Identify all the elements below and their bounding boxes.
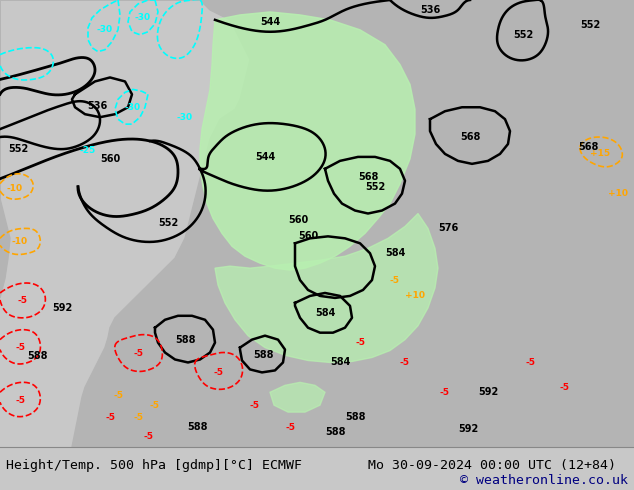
Text: -30: -30 [177,113,193,122]
Text: 552: 552 [580,20,600,30]
Text: 588: 588 [175,335,195,344]
Polygon shape [430,0,520,25]
Text: 568: 568 [358,172,378,182]
Text: -5: -5 [143,433,153,441]
Text: 536: 536 [420,5,440,15]
Text: -5: -5 [355,338,365,347]
Text: -5: -5 [15,343,25,352]
Polygon shape [200,12,415,270]
Text: 568: 568 [578,142,598,152]
Text: -30: -30 [97,25,113,34]
Text: +15: +15 [590,149,610,158]
Text: 588: 588 [188,422,208,432]
Text: -10: -10 [7,184,23,193]
Text: 560: 560 [298,231,318,242]
Text: -5: -5 [390,275,400,285]
Text: 536: 536 [87,101,107,111]
Text: 552: 552 [365,182,385,192]
Text: -5: -5 [440,388,450,397]
Polygon shape [0,0,634,447]
Text: 568: 568 [460,132,480,142]
Text: -5: -5 [213,368,223,377]
Polygon shape [380,0,634,447]
Text: 552: 552 [513,30,533,40]
Text: 576: 576 [438,223,458,233]
Text: -5: -5 [105,413,115,421]
Text: +10: +10 [405,292,425,300]
Text: +10: +10 [608,189,628,198]
Polygon shape [215,214,438,363]
Text: Height/Temp. 500 hPa [gdmp][°C] ECMWF: Height/Temp. 500 hPa [gdmp][°C] ECMWF [6,459,302,472]
Text: -5: -5 [113,391,123,400]
Text: Mo 30-09-2024 00:00 UTC (12+84): Mo 30-09-2024 00:00 UTC (12+84) [368,459,616,472]
Text: -5: -5 [150,401,160,410]
Text: 552: 552 [158,219,178,228]
Text: 544: 544 [255,152,275,162]
Text: 588: 588 [28,350,48,361]
Text: -10: -10 [12,237,28,246]
Text: -5: -5 [525,358,535,367]
Text: 552: 552 [8,144,28,154]
Text: 584: 584 [385,248,405,258]
Text: 592: 592 [52,303,72,313]
Text: -5: -5 [133,413,143,421]
Text: © weatheronline.co.uk: © weatheronline.co.uk [460,473,628,487]
Text: -5: -5 [133,349,143,358]
Text: 592: 592 [458,424,478,434]
Text: -5: -5 [17,296,27,305]
Text: -30: -30 [125,103,141,112]
Text: 588: 588 [253,349,273,360]
Text: 588: 588 [325,427,346,437]
Text: -25: -25 [80,147,96,155]
Text: -30: -30 [135,13,151,23]
Text: -5: -5 [400,358,410,367]
Text: 544: 544 [260,17,280,27]
Text: 592: 592 [478,387,498,397]
Text: 560: 560 [288,216,308,225]
Polygon shape [0,0,10,298]
Text: -5: -5 [560,383,570,392]
Text: 588: 588 [345,412,365,422]
Text: 560: 560 [100,154,120,164]
Text: 584: 584 [330,358,350,368]
Text: -5: -5 [15,396,25,405]
Text: -5: -5 [285,422,295,432]
Polygon shape [270,382,325,412]
Text: -5: -5 [250,401,260,410]
Text: 584: 584 [315,308,335,318]
